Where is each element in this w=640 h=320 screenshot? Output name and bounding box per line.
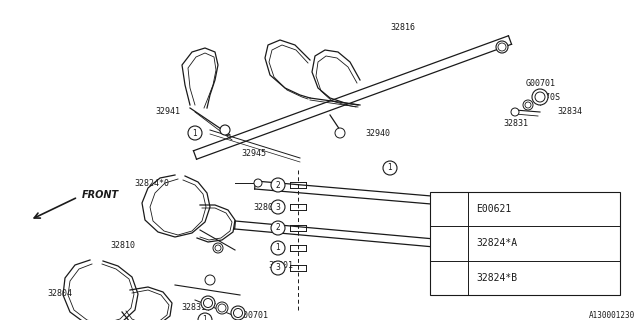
Circle shape <box>271 261 285 275</box>
Circle shape <box>500 203 510 213</box>
Circle shape <box>271 221 285 235</box>
Text: 32940: 32940 <box>365 129 390 138</box>
Circle shape <box>440 200 458 218</box>
Text: 1: 1 <box>193 129 197 138</box>
Text: E00621: E00621 <box>476 204 511 214</box>
Text: 0370S: 0370S <box>535 92 560 101</box>
Circle shape <box>532 89 548 105</box>
Text: 32945: 32945 <box>241 148 266 157</box>
Circle shape <box>198 313 212 320</box>
Text: G00701: G00701 <box>239 311 269 320</box>
Circle shape <box>511 108 519 116</box>
Text: FRONT: FRONT <box>82 190 119 200</box>
Text: 2: 2 <box>446 239 452 248</box>
Text: 32824*B: 32824*B <box>476 273 517 283</box>
Text: 1: 1 <box>203 316 207 320</box>
Text: G00701: G00701 <box>526 78 556 87</box>
Circle shape <box>205 275 215 285</box>
Circle shape <box>271 241 285 255</box>
Text: 3: 3 <box>276 263 280 273</box>
Text: 32941: 32941 <box>155 108 180 116</box>
Text: 32824*0: 32824*0 <box>134 179 169 188</box>
Circle shape <box>188 126 202 140</box>
Text: 32816: 32816 <box>390 23 415 33</box>
Text: 32831: 32831 <box>181 303 206 313</box>
Circle shape <box>535 92 545 102</box>
Circle shape <box>234 308 243 317</box>
Text: 1: 1 <box>276 244 280 252</box>
Circle shape <box>440 235 458 252</box>
Text: 32834: 32834 <box>557 108 582 116</box>
Circle shape <box>523 100 533 110</box>
Text: 32831: 32831 <box>503 119 528 129</box>
Circle shape <box>204 299 212 308</box>
Text: 3: 3 <box>276 203 280 212</box>
Text: 3: 3 <box>446 273 452 282</box>
Circle shape <box>440 269 458 287</box>
Circle shape <box>498 43 506 51</box>
Circle shape <box>220 125 230 135</box>
Circle shape <box>215 245 221 251</box>
Circle shape <box>254 179 262 187</box>
Text: 1: 1 <box>388 164 392 172</box>
Circle shape <box>525 102 531 108</box>
Circle shape <box>201 296 215 310</box>
Circle shape <box>213 243 223 253</box>
Text: 32804: 32804 <box>47 290 72 299</box>
Text: A130001230: A130001230 <box>589 310 635 319</box>
Text: 1: 1 <box>446 205 452 214</box>
Circle shape <box>231 306 245 320</box>
Bar <box>430 192 620 295</box>
Text: 32809: 32809 <box>253 204 278 212</box>
Circle shape <box>496 41 508 53</box>
Circle shape <box>335 128 345 138</box>
Text: 2: 2 <box>276 223 280 233</box>
Circle shape <box>216 302 228 314</box>
Text: 32824*A: 32824*A <box>476 238 517 249</box>
Circle shape <box>218 304 226 312</box>
Text: 32810: 32810 <box>110 241 135 250</box>
Circle shape <box>383 161 397 175</box>
Text: 32801: 32801 <box>268 260 293 269</box>
Circle shape <box>271 200 285 214</box>
Text: 2: 2 <box>276 180 280 189</box>
Circle shape <box>271 178 285 192</box>
